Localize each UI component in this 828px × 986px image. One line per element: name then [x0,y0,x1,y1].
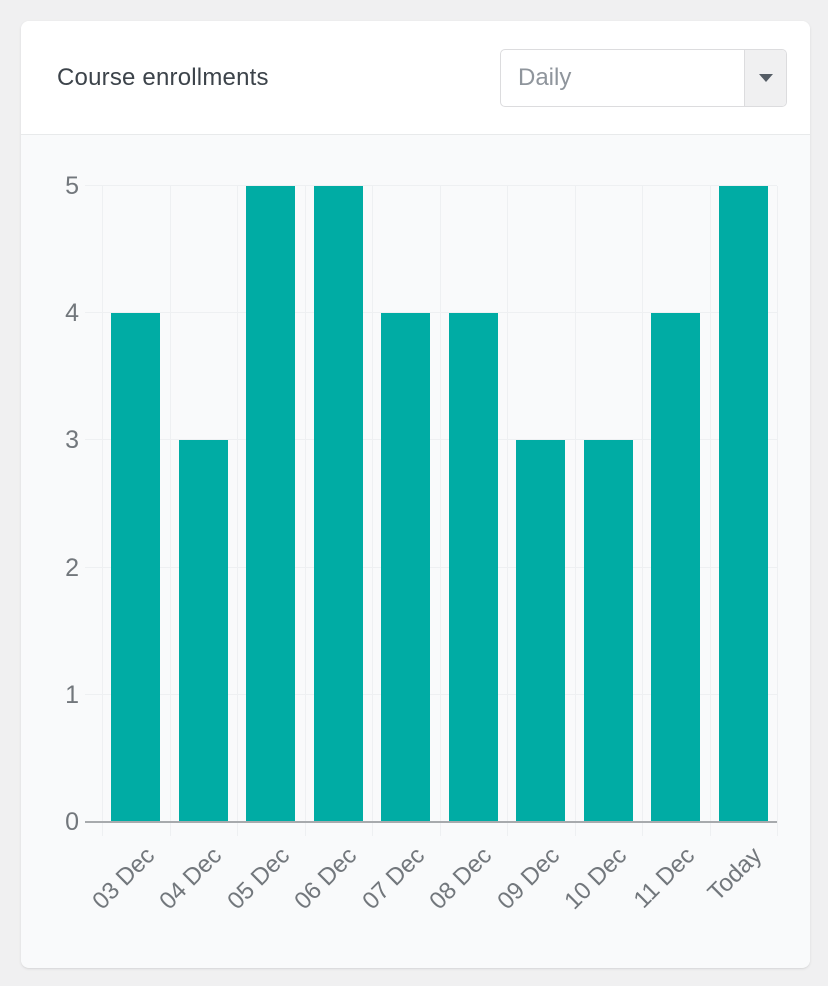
gridline-vertical [102,186,103,836]
caret-glyph [758,73,773,82]
gridline-horizontal [85,312,777,314]
bar[interactable] [178,440,228,822]
course-enrollments-card: Course enrollments Daily 0 1 2 3 4 5 03 Dec 04 … [21,21,810,968]
bar[interactable] [313,186,363,822]
plot-area: 0 1 2 3 4 5 03 Dec 04 Dec 05 Dec 06 Dec 07 Dec 08 D… [21,135,810,967]
y-tick-label: 5 [65,172,79,200]
bar[interactable] [448,313,498,822]
card-header: Course enrollments Daily [21,21,810,135]
gridline-horizontal [85,566,777,568]
gridline-vertical [237,186,238,836]
bar[interactable] [583,440,633,822]
bar[interactable] [651,313,701,822]
gridline-vertical [507,186,508,836]
bar[interactable] [381,313,431,822]
y-tick-label: 3 [65,426,79,455]
y-tick-label: 0 [65,808,79,836]
gridline-vertical [372,186,373,836]
gridline-horizontal [85,439,777,441]
gridline-vertical [439,186,441,836]
bar[interactable] [516,440,566,822]
gridline-horizontal [85,185,777,186]
period-select[interactable]: Daily [500,48,787,107]
gridline-vertical [777,186,778,836]
chart-container: 0 1 2 3 4 5 03 Dec 04 Dec 05 Dec 06 Dec 07 Dec 08 D… [21,135,810,967]
bar[interactable] [718,186,768,822]
chevron-down-icon[interactable] [744,49,786,106]
y-tick-label: 2 [65,553,79,582]
y-tick-label: 4 [65,299,79,328]
y-tick-label: 1 [65,680,79,709]
period-select-value: Daily [518,63,572,91]
gridline-vertical [574,186,576,836]
bar[interactable] [246,186,296,822]
x-axis-line [85,821,777,823]
bar[interactable] [111,313,161,822]
gridline-horizontal [85,693,777,695]
card-title: Course enrollments [57,63,269,91]
gridline-vertical [304,186,306,836]
gridline-vertical [642,186,643,836]
gridline-vertical [169,186,171,836]
gridline-vertical [709,186,711,836]
